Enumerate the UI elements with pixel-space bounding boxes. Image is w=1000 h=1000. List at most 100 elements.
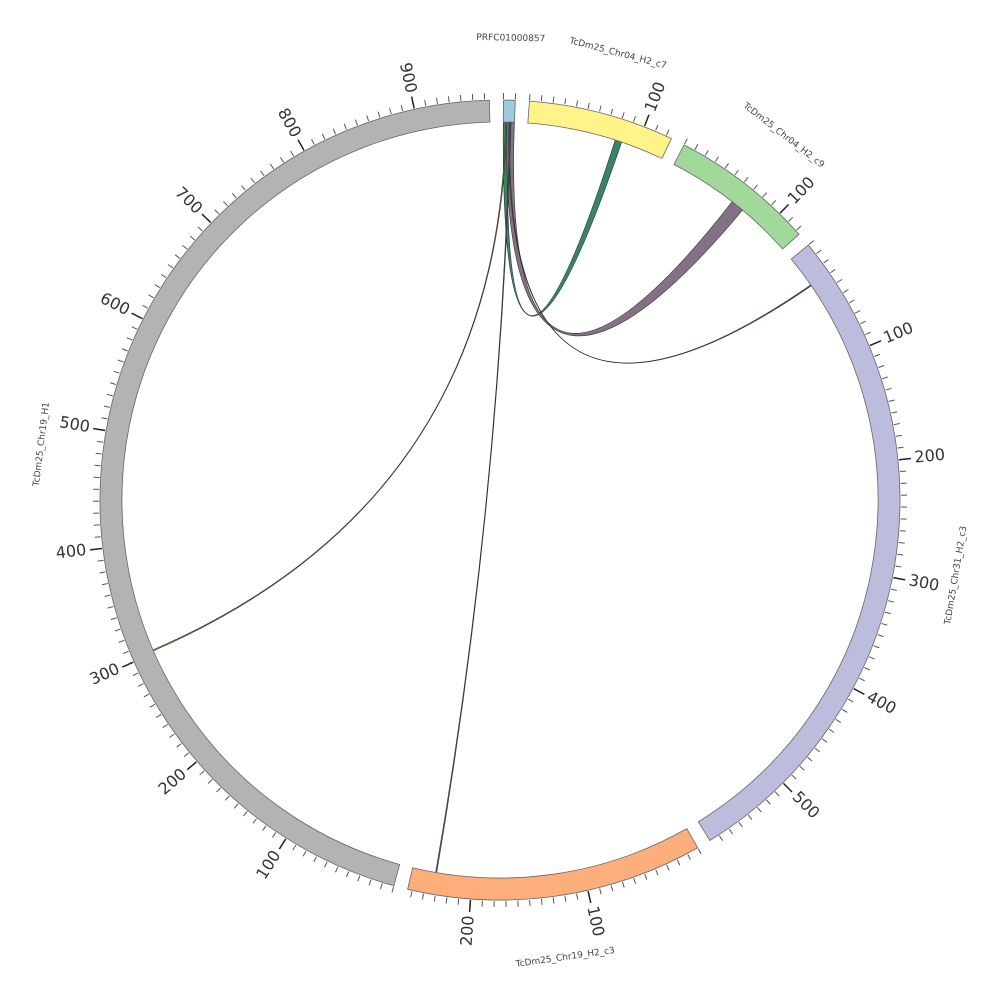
minor-tick	[368, 879, 372, 886]
minor-tick	[868, 656, 875, 660]
minor-tick	[162, 723, 168, 729]
links	[152, 121, 812, 874]
minor-tick	[796, 225, 802, 231]
minor-tick	[167, 264, 174, 269]
minor-tick	[290, 150, 295, 157]
minor-tick	[223, 201, 228, 207]
minor-tick	[262, 825, 267, 831]
minor-tick	[113, 370, 120, 374]
minor-tick	[117, 359, 124, 363]
minor-tick	[436, 97, 438, 104]
major-tick	[297, 139, 305, 151]
minor-tick	[734, 169, 739, 176]
tick-label: 300	[87, 659, 123, 689]
minor-tick	[891, 411, 898, 414]
minor-tick	[207, 779, 213, 784]
minor-tick	[357, 875, 361, 882]
tick-label: 100	[583, 904, 608, 938]
link-ribbon	[152, 121, 507, 652]
minor-tick	[821, 738, 828, 743]
link-ribbon	[506, 121, 743, 337]
minor-tick	[377, 111, 381, 118]
minor-tick	[885, 387, 892, 391]
minor-tick	[197, 226, 203, 232]
minor-tick	[830, 268, 836, 274]
major-tick	[643, 114, 650, 127]
minor-tick	[888, 600, 895, 603]
minor-tick	[854, 310, 861, 314]
tick-label: 400	[55, 540, 88, 563]
minor-tick	[233, 803, 239, 809]
minor-tick	[94, 464, 101, 467]
minor-tick	[421, 893, 425, 900]
minor-tick	[252, 818, 257, 824]
minor-tick	[841, 708, 848, 713]
minor-tick	[848, 299, 855, 304]
minor-tick	[873, 645, 880, 649]
minor-tick	[132, 672, 139, 677]
minor-tick	[260, 170, 265, 177]
minor-tick	[728, 828, 734, 835]
minor-tick	[655, 869, 659, 876]
minor-tick	[888, 399, 895, 402]
minor-tick	[126, 337, 133, 341]
minor-tick	[666, 864, 670, 871]
minor-tick	[747, 814, 753, 820]
major-tick	[131, 312, 143, 320]
minor-tick	[241, 185, 246, 191]
minor-tick	[155, 713, 162, 719]
minor-tick	[665, 129, 670, 136]
minor-tick	[816, 249, 822, 255]
minor-tick	[149, 703, 156, 708]
minor-tick	[738, 821, 743, 828]
minor-tick	[121, 348, 128, 352]
minor-tick	[697, 848, 702, 855]
segment-arc	[502, 99, 516, 123]
minor-tick	[110, 617, 117, 621]
minor-tick	[564, 895, 567, 902]
minor-tick	[457, 898, 460, 905]
tick-label: 600	[97, 288, 133, 319]
major-tick	[468, 899, 472, 912]
minor-tick	[893, 423, 900, 426]
tick-label: 200	[914, 445, 946, 467]
tick-label: 500	[789, 787, 824, 822]
minor-tick	[765, 799, 771, 805]
minor-tick	[753, 184, 758, 190]
minor-tick	[250, 177, 255, 184]
tick-label: 500	[58, 412, 91, 436]
major-tick	[89, 547, 103, 551]
minor-tick	[540, 898, 543, 905]
minor-tick	[552, 96, 555, 103]
minor-tick	[447, 96, 450, 103]
minor-tick	[860, 320, 866, 325]
minor-tick	[302, 850, 307, 857]
tick-label: 100	[784, 173, 819, 208]
minor-tick	[143, 693, 150, 698]
minor-tick	[575, 100, 579, 107]
minor-tick	[391, 886, 395, 893]
tick-label: 100	[252, 847, 284, 883]
minor-tick	[791, 774, 797, 780]
minor-tick	[324, 861, 328, 868]
minor-tick	[757, 807, 762, 813]
minor-tick	[189, 235, 196, 241]
minor-tick	[103, 405, 110, 408]
minor-tick	[799, 765, 805, 771]
major-tick	[783, 782, 793, 793]
minor-tick	[131, 326, 138, 330]
minor-tick	[807, 756, 813, 762]
minor-tick	[169, 733, 175, 738]
minor-tick	[400, 105, 404, 112]
minor-tick	[884, 611, 891, 615]
minor-tick	[610, 108, 614, 115]
minor-tick	[828, 728, 835, 733]
minor-tick	[771, 200, 776, 206]
segment-label: TcDm25_Chr31_H2_c3	[943, 525, 969, 626]
minor-tick	[122, 650, 129, 655]
minor-tick	[231, 193, 237, 199]
segment-arc	[527, 100, 672, 159]
minor-tick	[389, 108, 392, 115]
minor-tick	[343, 123, 347, 130]
minor-tick	[182, 244, 188, 250]
